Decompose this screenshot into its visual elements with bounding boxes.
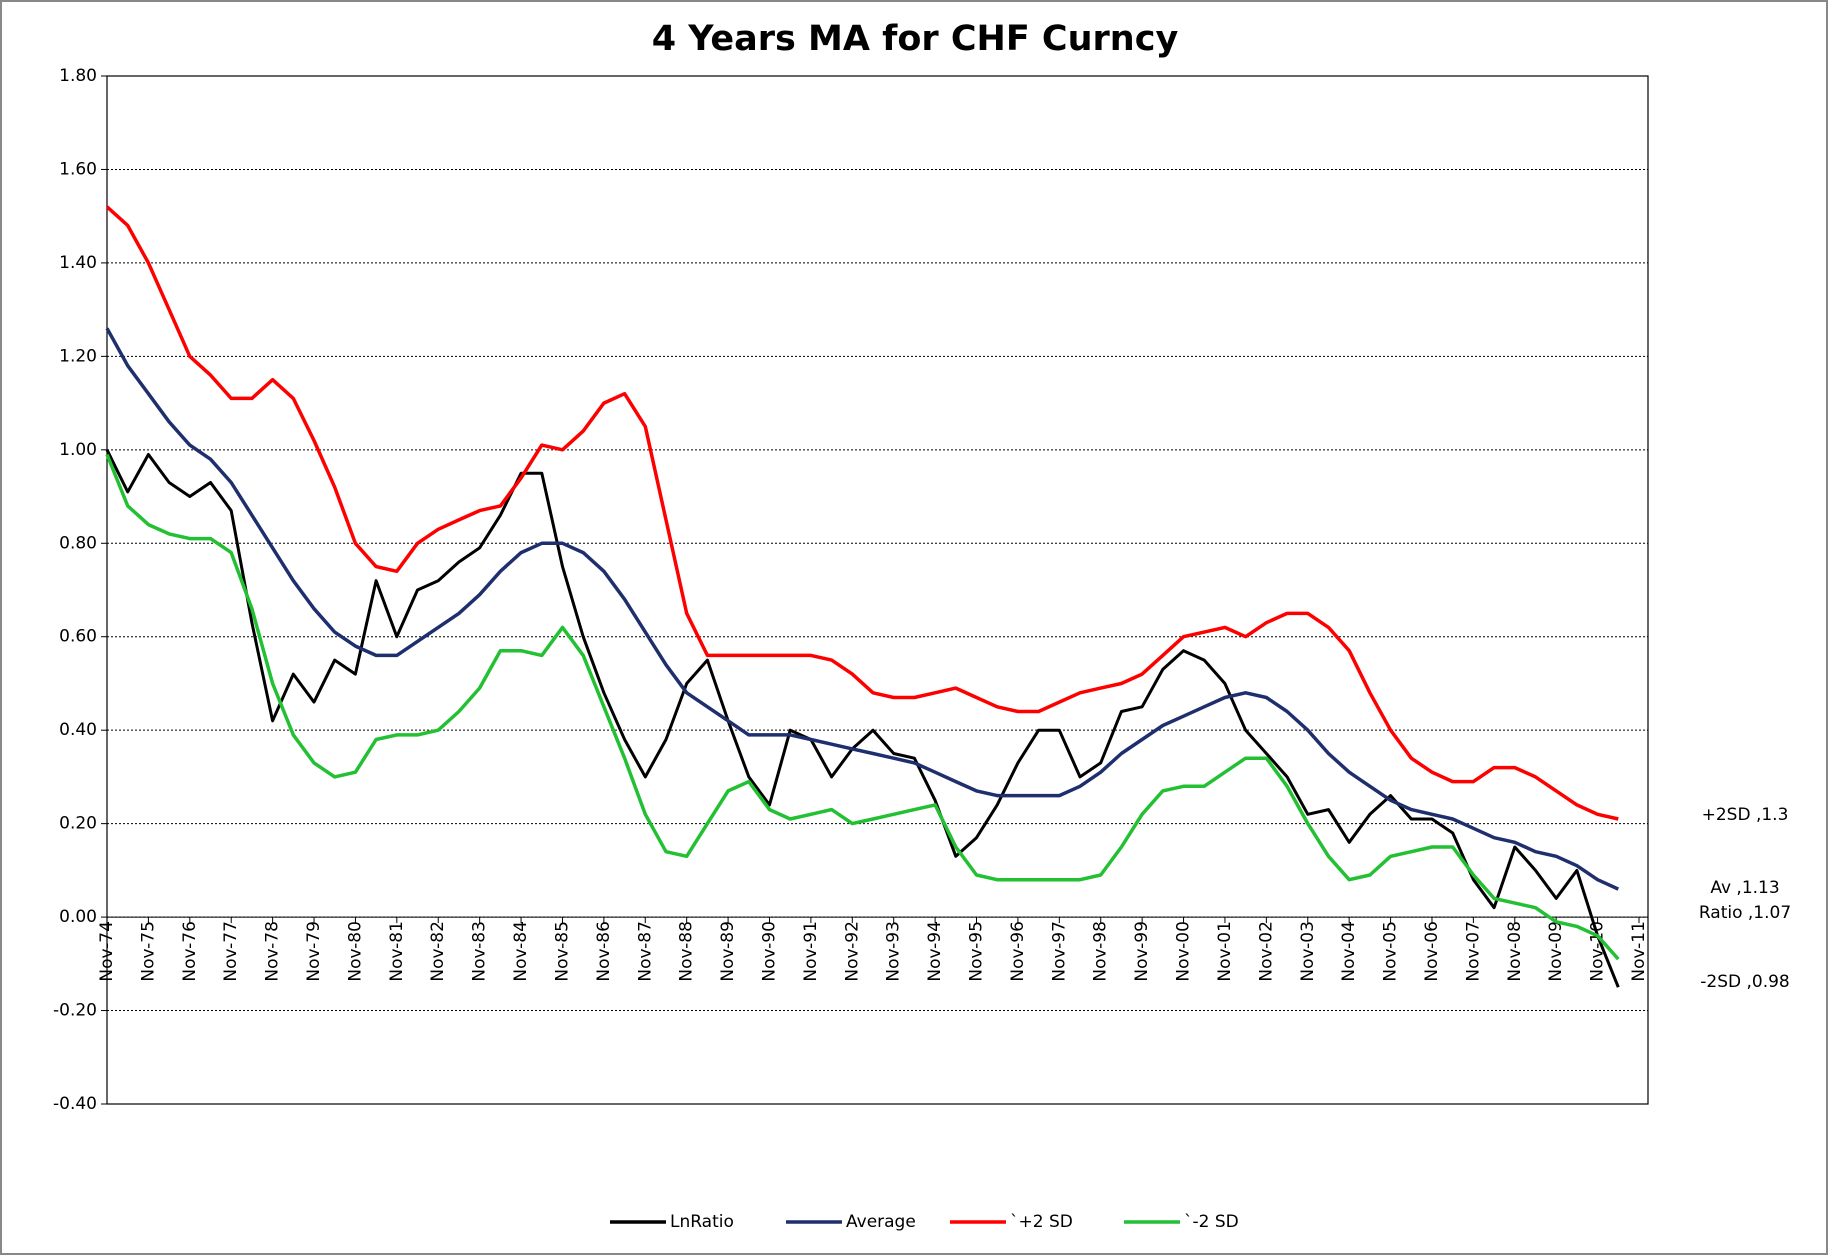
x-tick-label: Nov-84	[511, 921, 531, 982]
y-tick-label: 1.60	[59, 159, 97, 179]
x-tick-label: Nov-81	[387, 921, 407, 982]
x-tick-label: Nov-95	[967, 921, 987, 982]
legend-label: `-2 SD	[1184, 1212, 1239, 1232]
chart-title: 4 Years MA for CHF Curncy	[652, 19, 1179, 59]
x-tick-label: Nov-99	[1132, 921, 1152, 982]
series-line	[105, 205, 1619, 821]
x-tick-label: Nov-11	[1629, 921, 1649, 982]
y-tick-label: 0.20	[59, 814, 97, 834]
x-tick-label: Nov-83	[470, 921, 490, 982]
x-tick-label: Nov-88	[677, 921, 697, 982]
annotation: +2SD ,1.3	[1702, 805, 1789, 825]
x-tick-label: Nov-91	[801, 921, 821, 982]
x-tick-label: Nov-01	[1215, 921, 1235, 982]
x-tick-label: Nov-78	[263, 921, 283, 982]
x-tick-label: Nov-03	[1298, 921, 1318, 982]
x-tick-label: Nov-00	[1174, 921, 1194, 982]
x-tick-label: Nov-92	[842, 921, 862, 982]
annotation: -2SD ,0.98	[1700, 972, 1790, 992]
y-tick-label: 0.80	[59, 533, 97, 553]
annotation: Av ,1.13	[1710, 878, 1779, 898]
x-tick-label: Nov-77	[221, 921, 241, 982]
x-tick-label: Nov-80	[345, 921, 365, 982]
x-tick-label: Nov-75	[138, 921, 158, 982]
y-tick-label: 1.00	[59, 440, 97, 460]
y-tick-label: 0.00	[59, 907, 97, 927]
x-tick-label: Nov-76	[180, 921, 200, 982]
x-tick-label: Nov-05	[1381, 921, 1401, 982]
legend-label: Average	[846, 1212, 916, 1232]
x-tick-label: Nov-98	[1091, 921, 1111, 982]
x-tick-label: Nov-97	[1049, 921, 1069, 982]
y-tick-label: -0.20	[53, 1001, 97, 1021]
x-tick-label: Nov-90	[759, 921, 779, 982]
legend-label: LnRatio	[670, 1212, 734, 1232]
x-tick-label: Nov-79	[304, 921, 324, 982]
x-tick-label: Nov-74	[97, 921, 117, 982]
y-tick-label: 0.60	[59, 627, 97, 647]
y-tick-label: 1.20	[59, 346, 97, 366]
x-tick-label: Nov-86	[594, 921, 614, 982]
x-tick-label: Nov-96	[1008, 921, 1028, 982]
y-tick-label: -0.40	[53, 1094, 97, 1114]
series-line	[105, 453, 1620, 961]
x-tick-label: Nov-07	[1463, 921, 1483, 982]
annotation: Ratio ,1.07	[1699, 903, 1791, 923]
x-tick-label: Nov-09	[1546, 921, 1566, 982]
x-tick-label: Nov-94	[925, 921, 945, 982]
series-line	[105, 449, 1620, 988]
y-tick-label: 1.40	[59, 253, 97, 273]
y-tick-label: 1.80	[59, 66, 97, 86]
x-tick-label: Nov-89	[718, 921, 738, 982]
x-tick-label: Nov-87	[635, 921, 655, 982]
x-tick-label: Nov-04	[1339, 921, 1359, 982]
y-tick-label: 0.40	[59, 720, 97, 740]
x-tick-label: Nov-93	[884, 921, 904, 982]
plot-area	[106, 75, 1649, 1105]
x-tick-label: Nov-82	[428, 921, 448, 982]
x-tick-label: Nov-08	[1505, 921, 1525, 982]
legend-label: `+2 SD	[1010, 1212, 1073, 1232]
x-tick-label: Nov-02	[1256, 921, 1276, 982]
x-tick-label: Nov-85	[552, 921, 572, 982]
x-tick-label: Nov-10	[1588, 921, 1608, 982]
x-tick-label: Nov-06	[1422, 921, 1442, 982]
series-line	[105, 327, 1620, 891]
